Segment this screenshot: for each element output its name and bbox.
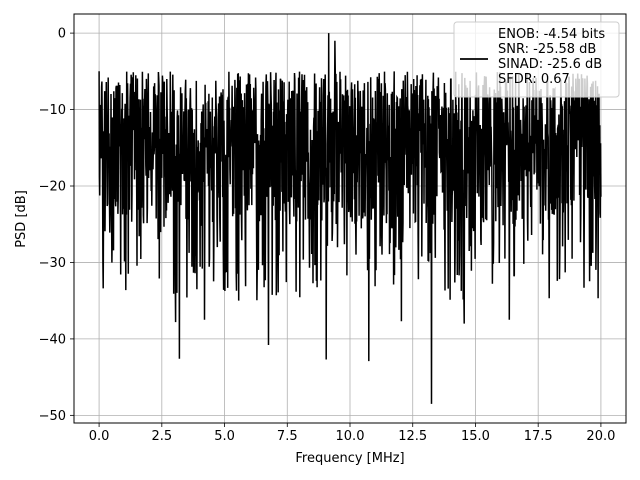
x-tick-label: 15.0	[461, 429, 490, 444]
psd-series-line	[98, 33, 602, 404]
y-tick-label: −30	[39, 256, 66, 271]
x-tick-label: 10.0	[336, 429, 365, 444]
x-axis-title: Frequency [MHz]	[295, 451, 404, 466]
y-axis-title: PSD [dB]	[14, 190, 29, 248]
x-tick-label: 12.5	[398, 429, 427, 444]
plot-area	[98, 33, 602, 404]
legend-entry-sfdr: SFDR: 0.67	[498, 72, 570, 87]
x-tick-label: 20.0	[586, 429, 615, 444]
x-tick-label: 5.0	[214, 429, 235, 444]
y-tick-label: −20	[39, 180, 66, 195]
y-tick-label: −50	[39, 409, 66, 424]
legend-entry-enob: ENOB: -4.54 bits	[498, 27, 605, 42]
x-tick-label: 17.5	[524, 429, 553, 444]
y-tick-label: −10	[39, 103, 66, 118]
x-tick-label: 2.5	[151, 429, 172, 444]
y-axis-ticks: 0 −10 −20 −30 −40 −50	[39, 27, 74, 424]
legend-box	[453, 21, 620, 98]
x-tick-label: 0.0	[89, 429, 110, 444]
x-axis-ticks: 0.0 2.5 5.0 7.5 10.0 12.5 15.0 17.5 20.0	[89, 423, 615, 444]
y-tick-label: 0	[58, 27, 66, 42]
x-tick-label: 7.5	[277, 429, 298, 444]
legend: ENOB: -4.54 bits SNR: -25.58 dB SINAD: -…	[453, 21, 620, 98]
legend-entry-snr: SNR: -25.58 dB	[498, 42, 596, 57]
y-tick-label: −40	[39, 332, 66, 347]
legend-entry-sinad: SINAD: -25.6 dB	[498, 57, 602, 72]
